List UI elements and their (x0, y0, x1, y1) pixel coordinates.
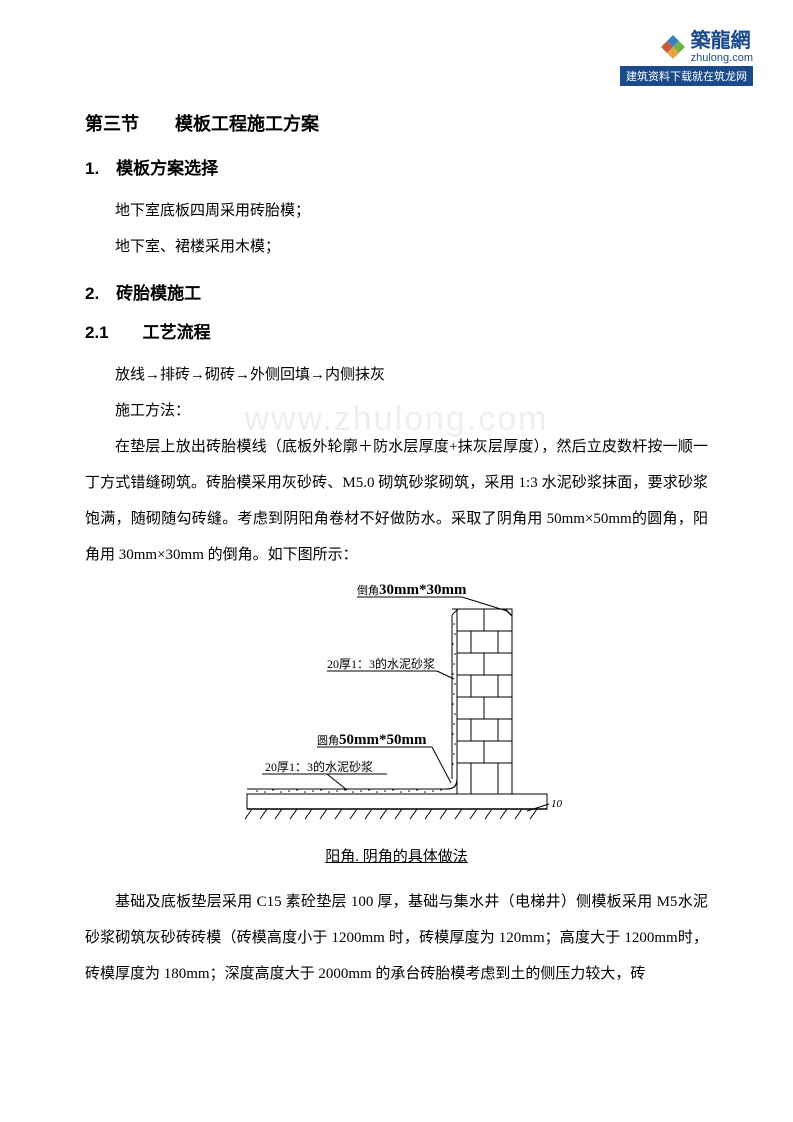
para-1: 地下室底板四周采用砖胎模； (85, 193, 708, 229)
lbl-plaster-v: 20厚1：3的水泥砂浆 (327, 656, 435, 671)
logo-block: 築龍網 zhulong.com 建筑资料下载就在筑龙网 (620, 30, 753, 86)
heading-1: 1. 模板方案选择 (85, 154, 708, 179)
heading-2-1: 2.1 工艺流程 (85, 318, 708, 343)
lbl-round-prefix: 圆角 (317, 734, 339, 747)
diagram-caption: 阳角. 阴角的具体做法 (85, 845, 708, 866)
para-main-2: 基础及底板垫层采用 C15 素砼垫层 100 厚，基础与集水井（电梯井）侧模板采… (85, 884, 708, 992)
lbl-chamfer-prefix: 倒角 (357, 584, 379, 597)
lbl-round: 50mm*50mm (339, 732, 427, 748)
page-content: 第三节 模板工程施工方案 1. 模板方案选择 地下室底板四周采用砖胎模； 地下室… (85, 110, 708, 992)
para-main-1: 在垫层上放出砖胎模线（底板外轮廓＋防水层厚度+抹灰层厚度），然后立皮数杆按一顺一… (85, 429, 708, 573)
logo-banner: 建筑资料下载就在筑龙网 (620, 66, 753, 86)
logo-cn: 築龍網 (691, 30, 751, 52)
lbl-chamfer: 30mm*30mm (379, 582, 467, 598)
logo-row: 築龍網 zhulong.com (620, 30, 753, 64)
lbl-slope: 10 (551, 798, 563, 810)
diagram-wrap: 倒角 30mm*30mm 20厚1：3的水泥砂浆 圆角 50mm*50mm 20… (85, 579, 708, 839)
section-title: 第三节 模板工程施工方案 (85, 110, 708, 136)
logo-url: zhulong.com (691, 52, 753, 64)
corner-diagram: 倒角 30mm*30mm 20厚1：3的水泥砂浆 圆角 50mm*50mm 20… (207, 579, 587, 839)
logo-text: 築龍網 zhulong.com (691, 30, 753, 64)
lbl-plaster-h: 20厚1：3的水泥砂浆 (265, 759, 373, 774)
logo-icon (659, 33, 687, 61)
flow-line: 放线→排砖→砌砖→外侧回填→内侧抹灰 (85, 357, 708, 393)
method-label: 施工方法： (85, 393, 708, 429)
heading-2: 2. 砖胎模施工 (85, 279, 708, 304)
para-2: 地下室、裙楼采用木模； (85, 229, 708, 265)
